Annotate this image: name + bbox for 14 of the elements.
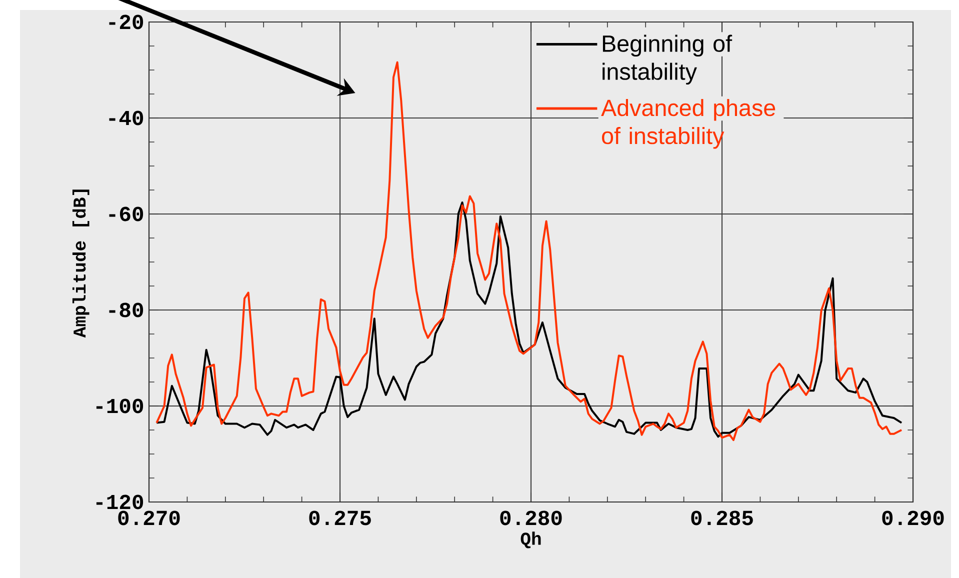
x-tick-label: 0.280 (500, 510, 562, 526)
x-axis-title: Qh (520, 532, 541, 548)
y-tick-label: -100 (96, 398, 144, 414)
y-tick-label: -120 (96, 494, 144, 510)
x-tick-label: 0.275 (309, 510, 371, 526)
y-tick-label: -40 (109, 110, 144, 126)
legend-label: Beginning of instability (602, 34, 732, 85)
x-tick-label: 0.285 (691, 510, 753, 526)
x-tick-label: 0.270 (118, 510, 180, 526)
y-tick-label: -60 (109, 206, 144, 222)
x-tick-label: 0.290 (882, 510, 944, 526)
y-tick-label: -80 (109, 302, 144, 318)
y-tick-label: -20 (109, 14, 144, 30)
y-axis-title: Amplitude [dB] (72, 190, 90, 338)
